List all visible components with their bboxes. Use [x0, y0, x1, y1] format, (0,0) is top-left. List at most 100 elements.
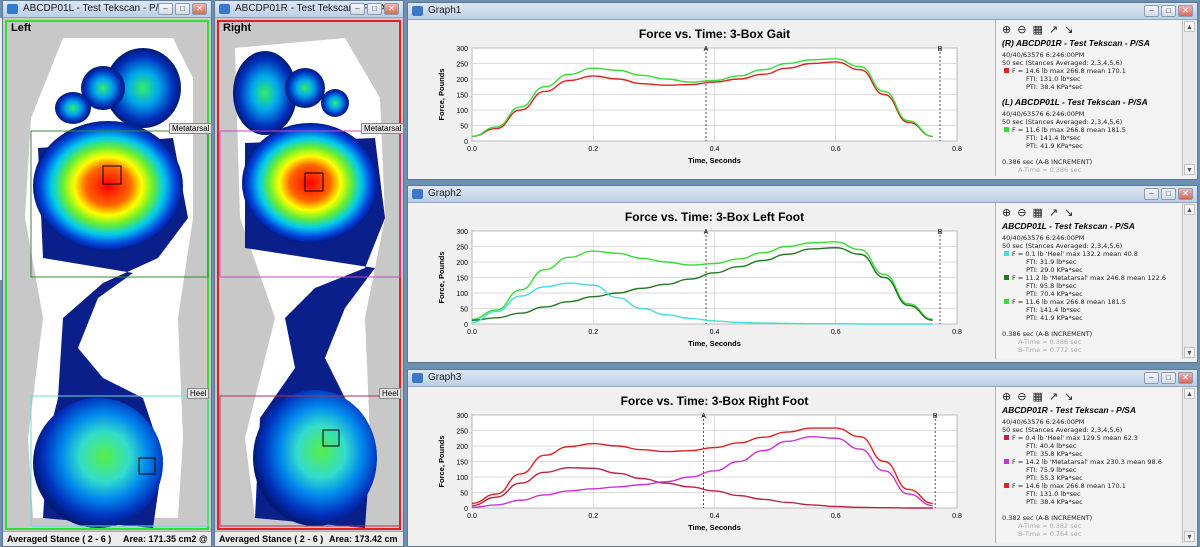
table-icon[interactable]: ▦: [1032, 23, 1043, 36]
cursor-time-readout: A-Time = 0.386 sec: [1018, 338, 1082, 346]
vertical-scrollbar[interactable]: ▲ ▼: [1182, 203, 1196, 359]
scroll-up-icon[interactable]: ▲: [1184, 388, 1195, 399]
vertical-scrollbar[interactable]: ▲ ▼: [1182, 387, 1196, 543]
info-meta-line: 40/40/63576 6:246:00PM: [1002, 234, 1085, 242]
graph-titlebar[interactable]: Graph3 – □ ✕: [408, 370, 1197, 387]
maximize-button[interactable]: □: [1161, 5, 1176, 17]
scroll-up-icon[interactable]: ▲: [1184, 204, 1195, 215]
pointer-b-icon[interactable]: ↘: [1064, 23, 1074, 36]
x-tick-label: 0.6: [831, 329, 841, 336]
y-tick-label: 200: [456, 444, 468, 451]
scroll-down-icon[interactable]: ▼: [1184, 164, 1195, 175]
graph-titlebar[interactable]: Graph2 – □ ✕: [408, 186, 1197, 203]
increment-readout: 0.386 sec (A-B INCREMENT): [1002, 158, 1093, 166]
graph-window[interactable]: Graph2 – □ ✕ Force vs. Time: 3-Box Left Foot…: [407, 185, 1198, 363]
pointer-b-icon[interactable]: ↘: [1064, 206, 1074, 219]
graph-titlebar[interactable]: Graph1 – □ ✕: [408, 3, 1197, 20]
area-status: Area: 171.35 cm2 @I: [123, 534, 207, 544]
right-foot-titlebar[interactable]: ABCDP01R - Test Tekscan - P/SA – □ ✕: [215, 1, 403, 18]
maximize-button[interactable]: □: [1161, 372, 1176, 384]
heel-box[interactable]: [219, 395, 401, 527]
metatarsal-tag[interactable]: Metatarsal: [169, 123, 213, 134]
series-integral: FTI: 131.0 lb*sec: [1026, 75, 1081, 83]
series-summary: F = 11.6 lb max 266.8 mean 181.5: [1012, 298, 1126, 306]
maximize-button[interactable]: □: [367, 3, 382, 15]
pointer-b-icon[interactable]: ↘: [1064, 390, 1074, 403]
minimize-button[interactable]: –: [350, 3, 365, 15]
zoom-out-icon[interactable]: ⊖: [1017, 206, 1027, 219]
series-integral: PTI: 41.9 KPa*sec: [1026, 142, 1083, 150]
series-color-swatch: [1004, 299, 1009, 304]
info-section-header: (R) ABCDP01R - Test Tekscan - P/SA: [1002, 38, 1150, 48]
y-axis-label: Force, Pounds: [437, 251, 446, 303]
series-summary: F = 0.4 lb 'Heel' max 129.5 mean 62.3: [1012, 434, 1138, 442]
left-foot-window[interactable]: ABCDP01L - Test Tekscan - P/SA – □ ✕ Lef…: [2, 0, 213, 547]
cursor-a-label: A: [701, 413, 706, 420]
minimize-button[interactable]: –: [1144, 372, 1159, 384]
heel-box[interactable]: [30, 395, 209, 527]
minimize-button[interactable]: –: [1144, 188, 1159, 200]
maximize-button[interactable]: □: [1161, 188, 1176, 200]
scroll-up-icon[interactable]: ▲: [1184, 21, 1195, 32]
chart-title: Force vs. Time: 3-Box Gait: [639, 27, 790, 41]
metatarsal-tag[interactable]: Metatarsal: [361, 123, 405, 134]
force-time-chart[interactable]: Force vs. Time: 3-Box Gait 0 50 100 150 200 25…: [409, 20, 994, 178]
series-color-swatch: [1004, 68, 1009, 73]
pointer-a-icon[interactable]: ↗: [1048, 206, 1059, 219]
right-pressure-map[interactable]: Right Metatarsal Heel: [215, 18, 405, 532]
left-pressure-map[interactable]: Left: [3, 18, 213, 532]
info-meta-line: 40/40/63576 6:246:00PM: [1002, 110, 1085, 118]
info-section-header: ABCDP01R - Test Tekscan - P/SA: [1002, 405, 1136, 415]
zoom-out-icon[interactable]: ⊖: [1017, 390, 1027, 403]
y-tick-label: 100: [456, 475, 468, 482]
left-foot-titlebar[interactable]: ABCDP01L - Test Tekscan - P/SA – □ ✕: [3, 1, 211, 18]
minimize-button[interactable]: –: [158, 3, 173, 15]
minimize-button[interactable]: –: [1144, 5, 1159, 17]
table-icon[interactable]: ▦: [1032, 390, 1043, 403]
force-time-chart[interactable]: Force vs. Time: 3-Box Right Foot 0 50 100 15…: [409, 387, 994, 545]
zoom-in-icon[interactable]: ⊕: [1002, 206, 1012, 219]
heel-tag[interactable]: Heel: [379, 388, 402, 399]
window-title: ABCDP01L - Test Tekscan - P/SA: [23, 3, 172, 14]
info-meta-line: 40/40/63576 6:246:00PM: [1002, 418, 1085, 426]
graph-window[interactable]: Graph3 – □ ✕ Force vs. Time: 3-Box Right Foo…: [407, 369, 1198, 547]
metatarsal-box[interactable]: [30, 130, 209, 278]
graph-app-icon: [412, 189, 423, 199]
close-button[interactable]: ✕: [384, 3, 399, 15]
y-axis-label: Force, Pounds: [437, 68, 446, 120]
x-tick-label: 0.8: [952, 513, 962, 520]
close-button[interactable]: ✕: [1178, 188, 1193, 200]
info-meta-line: 50 sec (Stances Averaged: 2,3,4,5,6): [1002, 242, 1123, 250]
graph-window[interactable]: Graph1 – □ ✕ Force vs. Time: 3-Box Gait 0 50 10…: [407, 2, 1198, 180]
cursor-time-readout: B-Time = 0.764 sec: [1018, 530, 1082, 538]
metatarsal-box[interactable]: [219, 130, 401, 278]
pointer-a-icon[interactable]: ↗: [1048, 23, 1059, 36]
chart-title: Force vs. Time: 3-Box Right Foot: [621, 394, 809, 408]
x-axis-label: Time, Seconds: [688, 339, 741, 348]
zoom-out-icon[interactable]: ⊖: [1017, 23, 1027, 36]
y-tick-label: 50: [460, 124, 468, 131]
series-color-swatch: [1004, 251, 1009, 256]
right-foot-window[interactable]: ABCDP01R - Test Tekscan - P/SA – □ ✕ Rig…: [214, 0, 405, 547]
force-time-chart[interactable]: Force vs. Time: 3-Box Left Foot 0 50 100 150…: [409, 203, 994, 361]
cursor-time-readout: A-Time = 0.382 sec: [1018, 522, 1082, 530]
y-tick-label: 0: [464, 322, 468, 329]
close-button[interactable]: ✕: [1178, 372, 1193, 384]
maximize-button[interactable]: □: [175, 3, 190, 15]
close-button[interactable]: ✕: [192, 3, 207, 15]
table-icon[interactable]: ▦: [1032, 206, 1043, 219]
series-line-1: [471, 247, 933, 321]
graph-info-panel: ⊕ ⊖ ▦ ↗ ↘ ABCDP01R - Test Tekscan - P/SA 40/40…: [995, 387, 1181, 543]
heel-tag[interactable]: Heel: [187, 388, 210, 399]
info-meta-line: 40/40/63576 6:246:00PM: [1002, 51, 1085, 59]
app-icon: [219, 4, 230, 14]
zoom-in-icon[interactable]: ⊕: [1002, 23, 1012, 36]
scroll-down-icon[interactable]: ▼: [1184, 531, 1195, 542]
zoom-in-icon[interactable]: ⊕: [1002, 390, 1012, 403]
close-button[interactable]: ✕: [1178, 5, 1193, 17]
y-tick-label: 300: [456, 229, 468, 236]
pointer-a-icon[interactable]: ↗: [1048, 390, 1059, 403]
vertical-scrollbar[interactable]: ▲ ▼: [1182, 20, 1196, 176]
window-title: Graph1: [428, 5, 462, 16]
scroll-down-icon[interactable]: ▼: [1184, 347, 1195, 358]
